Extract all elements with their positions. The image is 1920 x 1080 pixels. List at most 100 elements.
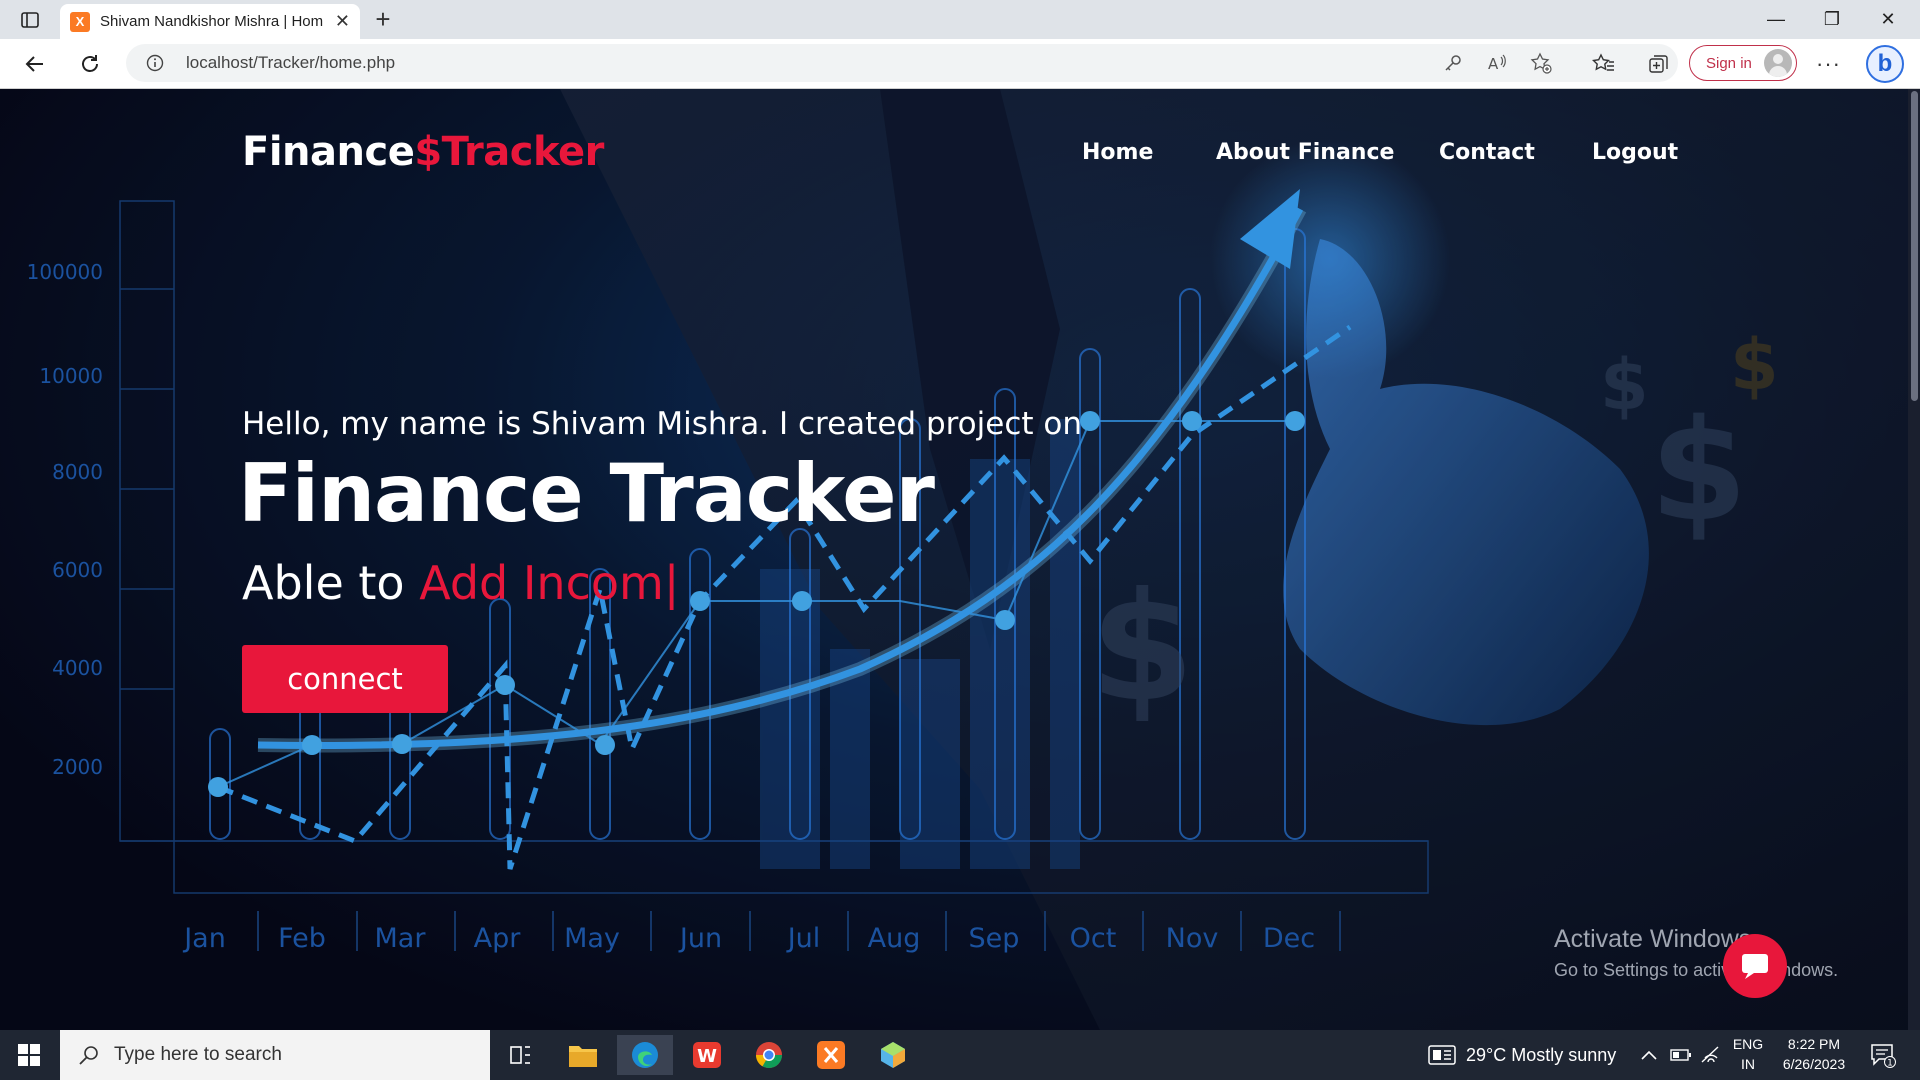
wps-office-app[interactable]: W <box>679 1035 735 1075</box>
clock-time: 8:22 PM <box>1787 1036 1841 1052</box>
region-code: IN <box>1741 1056 1755 1072</box>
site-logo[interactable]: Finance$Tracker <box>242 129 604 175</box>
wps-icon: W <box>693 1042 721 1068</box>
nav-about-finance-link[interactable]: About Finance <box>1216 140 1395 165</box>
key-icon[interactable] <box>1442 52 1464 74</box>
folder-icon <box>569 1046 597 1067</box>
typed-animated-text: Add Incom| <box>419 556 680 610</box>
battery-button[interactable] <box>1670 1030 1692 1080</box>
language-indicator[interactable]: ENG IN <box>1730 1034 1766 1074</box>
svg-text:$: $ <box>1650 390 1747 553</box>
scrollbar-thumb[interactable] <box>1911 91 1918 401</box>
minimize-button[interactable]: — <box>1767 9 1785 29</box>
xampp-icon <box>817 1041 845 1069</box>
weather-news-icon <box>1428 1045 1456 1065</box>
settings-more-button[interactable]: ··· <box>1816 51 1841 76</box>
month-label-may: May <box>564 923 620 954</box>
edge-browser-app[interactable] <box>617 1035 673 1075</box>
refresh-icon <box>82 55 98 72</box>
month-label-apr: Apr <box>474 923 522 954</box>
svg-text:$: $ <box>1090 561 1194 735</box>
close-window-button[interactable]: ✕ <box>1880 9 1896 29</box>
browser-toolbar: localhost/Tracker/home.php A Sign in ···… <box>0 39 1920 89</box>
address-bar[interactable]: localhost/Tracker/home.php A <box>126 44 1678 82</box>
month-label-jul: Jul <box>786 923 821 954</box>
finance-background-image: $ $ $ $ 100000 10000 8000 6000 4000 2000… <box>0 89 1920 1030</box>
notification-count: 1 <box>1887 1059 1893 1069</box>
tab-actions-icon[interactable] <box>18 8 42 32</box>
show-hidden-icons-button[interactable] <box>1640 1030 1658 1080</box>
y-tick-6000: 6000 <box>52 558 103 582</box>
y-tick-10000: 10000 <box>39 364 103 388</box>
xampp-favicon-icon: X <box>70 11 90 32</box>
sign-in-label: Sign in <box>1706 54 1752 72</box>
favorites-icon[interactable] <box>1592 52 1616 76</box>
add-favorite-icon[interactable] <box>1530 52 1552 74</box>
taskbar-search-box[interactable]: Type here to search <box>60 1030 490 1080</box>
month-label-feb: Feb <box>278 923 326 954</box>
weather-text: 29°C Mostly sunny <box>1466 1044 1617 1065</box>
wifi-icon <box>1701 1046 1719 1063</box>
start-button[interactable] <box>0 1030 58 1080</box>
task-view-icon <box>510 1046 530 1064</box>
task-view-button[interactable] <box>492 1035 548 1075</box>
month-label-mar: Mar <box>375 923 427 954</box>
collections-icon[interactable] <box>1647 52 1671 76</box>
notifications-button[interactable]: 1 <box>1870 1030 1896 1080</box>
nav-home-link[interactable]: Home <box>1082 140 1154 165</box>
search-icon <box>79 1046 98 1065</box>
clock-date: 6/26/2023 <box>1782 1056 1846 1072</box>
tab-close-icon[interactable]: ✕ <box>334 11 350 31</box>
y-tick-2000: 2000 <box>52 755 103 779</box>
read-aloud-icon[interactable]: A <box>1486 52 1508 74</box>
edge-icon <box>632 1042 658 1068</box>
nav-contact-link[interactable]: Contact <box>1439 140 1535 165</box>
new-tab-button[interactable]: + <box>375 4 391 34</box>
y-tick-4000: 4000 <box>52 656 103 680</box>
chevron-up-icon <box>1641 1050 1657 1060</box>
chat-widget-button[interactable] <box>1723 934 1787 998</box>
month-label-jun: Jun <box>678 923 722 954</box>
page-scrollbar[interactable] <box>1908 89 1920 1030</box>
restore-button[interactable]: ❐ <box>1823 9 1841 29</box>
browser-tab-bar: X Shivam Nandkishor Mishra | Hom ✕ + — ❐… <box>0 0 1920 39</box>
search-placeholder: Type here to search <box>114 1044 282 1065</box>
cube-icon <box>881 1042 905 1068</box>
svg-text:A: A <box>1488 55 1499 73</box>
month-label-aug: Aug <box>868 923 921 954</box>
back-button[interactable] <box>20 49 50 79</box>
logo-text-tracker: $Tracker <box>414 129 604 175</box>
chat-bubble-icon <box>1742 954 1768 979</box>
windows-logo-icon <box>18 1044 40 1066</box>
notification-icon: 1 <box>1871 1044 1896 1069</box>
network-button[interactable] <box>1700 1030 1722 1080</box>
url-text[interactable]: localhost/Tracker/home.php <box>186 53 396 72</box>
intro-text: Hello, my name is Shivam Mishra. I creat… <box>242 406 1082 442</box>
connect-button[interactable]: connect <box>242 645 448 713</box>
month-label-nov: Nov <box>1166 923 1219 954</box>
clock[interactable]: 8:22 PM 6/26/2023 <box>1772 1034 1856 1074</box>
bing-chat-icon[interactable]: b <box>1866 45 1904 83</box>
site-info-icon[interactable] <box>146 54 164 72</box>
3d-app[interactable] <box>865 1035 921 1075</box>
browser-tab-active[interactable]: X Shivam Nandkishor Mishra | Hom ✕ <box>60 4 360 39</box>
back-arrow-icon <box>25 56 43 72</box>
tab-title: Shivam Nandkishor Mishra | Hom <box>100 13 324 30</box>
activate-windows-watermark: Activate Windows Go to Settings to activ… <box>1554 925 1838 981</box>
typed-prefix: Able to <box>242 556 405 610</box>
month-label-oct: Oct <box>1070 923 1117 954</box>
windows-taskbar: Type here to search W 29°C Mostly sunny … <box>0 1030 1920 1080</box>
refresh-button[interactable] <box>75 49 105 79</box>
xampp-app[interactable] <box>803 1035 859 1075</box>
hero-section: $ $ $ $ 100000 10000 8000 6000 4000 2000… <box>0 89 1920 1030</box>
y-tick-100000: 100000 <box>27 260 103 284</box>
sign-in-button[interactable]: Sign in <box>1689 45 1797 81</box>
file-explorer-app[interactable] <box>555 1035 611 1075</box>
logo-text-finance: Finance <box>242 129 415 175</box>
typed-subtitle: Able to Add Incom| <box>242 556 679 610</box>
chrome-app[interactable] <box>741 1035 797 1075</box>
profile-avatar-icon <box>1764 49 1792 77</box>
language-code: ENG <box>1732 1036 1764 1052</box>
nav-logout-link[interactable]: Logout <box>1592 140 1679 165</box>
weather-widget[interactable]: 29°C Mostly sunny <box>1428 1030 1616 1080</box>
